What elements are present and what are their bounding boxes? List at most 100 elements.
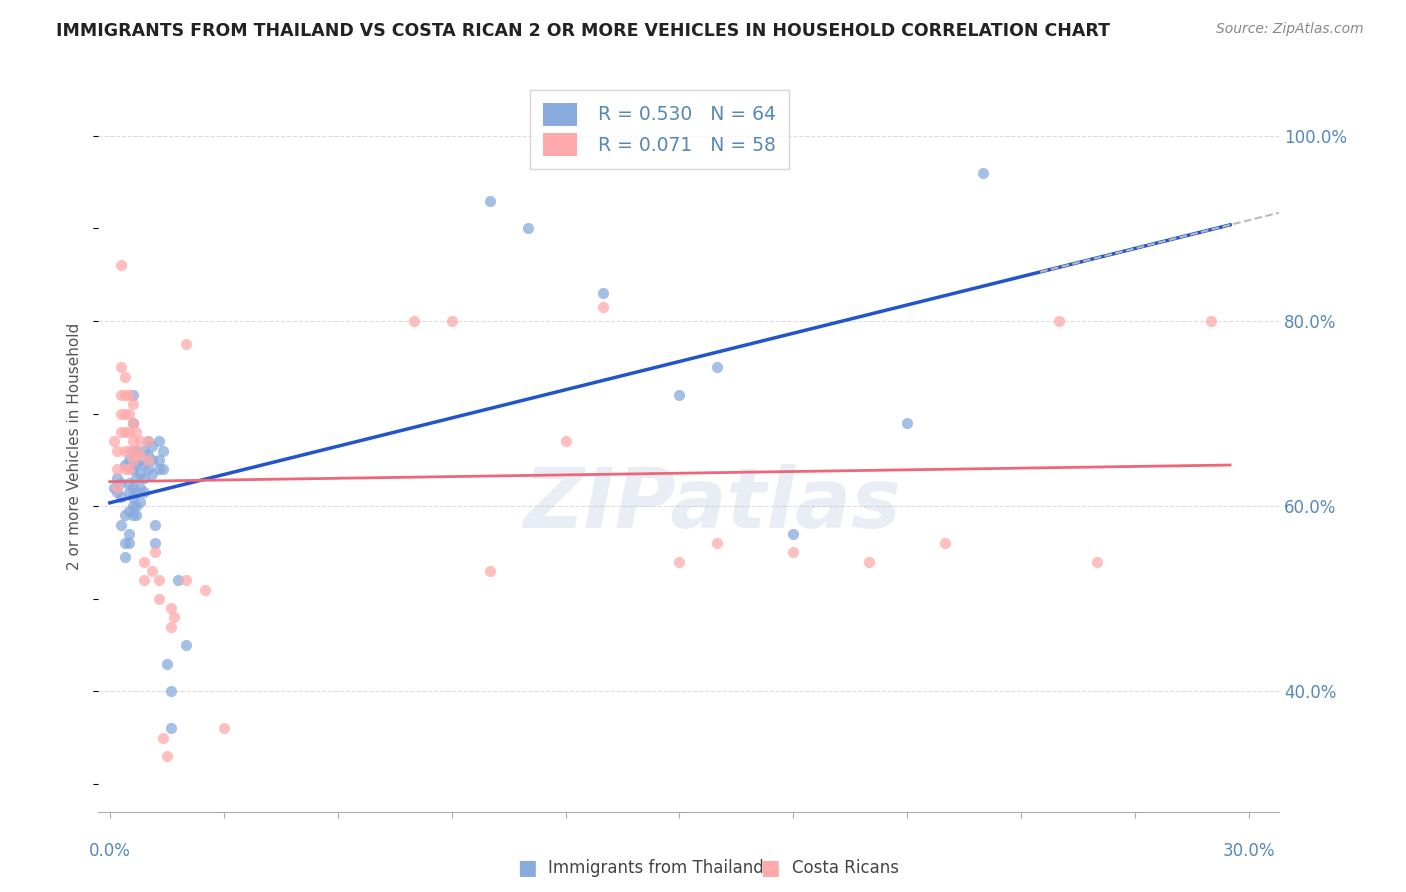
Point (132, 458, 155, 472)
Point (194, 582, 217, 597)
Point (125, 443, 148, 458)
Point (125, 508, 148, 523)
Point (145, 536, 167, 550)
Text: ■: ■ (761, 858, 780, 878)
Point (782, 545, 804, 559)
Point (554, 434, 576, 449)
Point (121, 397, 143, 411)
Point (592, 286, 614, 301)
Point (136, 448, 159, 462)
Point (129, 467, 152, 481)
Point (114, 443, 136, 458)
Point (440, 314, 463, 328)
Point (934, 536, 956, 550)
Point (103, 481, 125, 495)
Point (107, 462, 129, 476)
Point (136, 453, 159, 467)
Point (114, 458, 136, 472)
Point (668, 555, 690, 569)
Point (121, 416, 143, 430)
Point (402, 314, 425, 328)
Point (118, 425, 141, 439)
Point (174, 638, 197, 652)
Point (114, 550, 136, 565)
Point (132, 485, 155, 500)
Point (121, 462, 143, 476)
Text: 30.0%: 30.0% (1223, 842, 1275, 860)
Point (118, 476, 141, 491)
Point (132, 443, 155, 458)
Point (107, 443, 129, 458)
Point (121, 443, 143, 458)
Point (478, 564, 501, 578)
Point (118, 462, 141, 476)
Point (121, 434, 143, 449)
Point (114, 407, 136, 421)
Point (121, 453, 143, 467)
Point (896, 416, 918, 430)
Text: ZIPatlas: ZIPatlas (523, 464, 901, 545)
Point (107, 481, 129, 495)
Point (136, 434, 159, 449)
Point (110, 388, 132, 402)
Point (118, 453, 141, 467)
Point (668, 388, 690, 402)
Point (121, 490, 143, 504)
Point (212, 722, 235, 736)
Point (706, 360, 728, 375)
Point (858, 555, 880, 569)
Point (148, 574, 170, 588)
Point (141, 564, 163, 578)
Point (136, 434, 159, 449)
Point (132, 471, 155, 485)
Point (110, 517, 132, 532)
Point (159, 601, 181, 615)
Point (129, 448, 152, 462)
Point (163, 610, 186, 624)
Point (121, 508, 143, 523)
Point (125, 443, 148, 458)
Point (121, 481, 143, 495)
Point (110, 476, 132, 491)
Point (125, 458, 148, 472)
Point (129, 434, 152, 449)
Point (706, 536, 728, 550)
Point (121, 416, 143, 430)
Point (107, 485, 129, 500)
Point (118, 485, 141, 500)
Text: Costa Ricans: Costa Ricans (792, 859, 898, 877)
Point (114, 536, 136, 550)
Point (129, 481, 152, 495)
Point (132, 574, 155, 588)
Text: ■: ■ (517, 858, 537, 878)
Point (174, 337, 197, 351)
Point (103, 434, 125, 449)
Point (159, 684, 181, 698)
Point (159, 722, 181, 736)
Y-axis label: 2 or more Vehicles in Household: 2 or more Vehicles in Household (67, 322, 83, 570)
Point (145, 545, 167, 559)
Point (136, 462, 159, 476)
Point (107, 471, 129, 485)
Legend:  R = 0.530   N = 64,  R = 0.071   N = 58: R = 0.530 N = 64, R = 0.071 N = 58 (530, 90, 789, 169)
Point (478, 194, 501, 208)
Point (141, 453, 163, 467)
Point (782, 527, 804, 541)
Point (141, 439, 163, 453)
Point (129, 494, 152, 508)
Point (152, 731, 174, 745)
Point (1085, 555, 1108, 569)
Point (125, 471, 148, 485)
Point (118, 536, 141, 550)
Point (114, 508, 136, 523)
Point (592, 300, 614, 314)
Point (152, 443, 174, 458)
Point (148, 591, 170, 606)
Point (145, 517, 167, 532)
Point (118, 407, 141, 421)
Point (110, 425, 132, 439)
Point (148, 434, 170, 449)
Point (148, 453, 170, 467)
Text: 0.0%: 0.0% (89, 842, 131, 860)
Point (148, 462, 170, 476)
